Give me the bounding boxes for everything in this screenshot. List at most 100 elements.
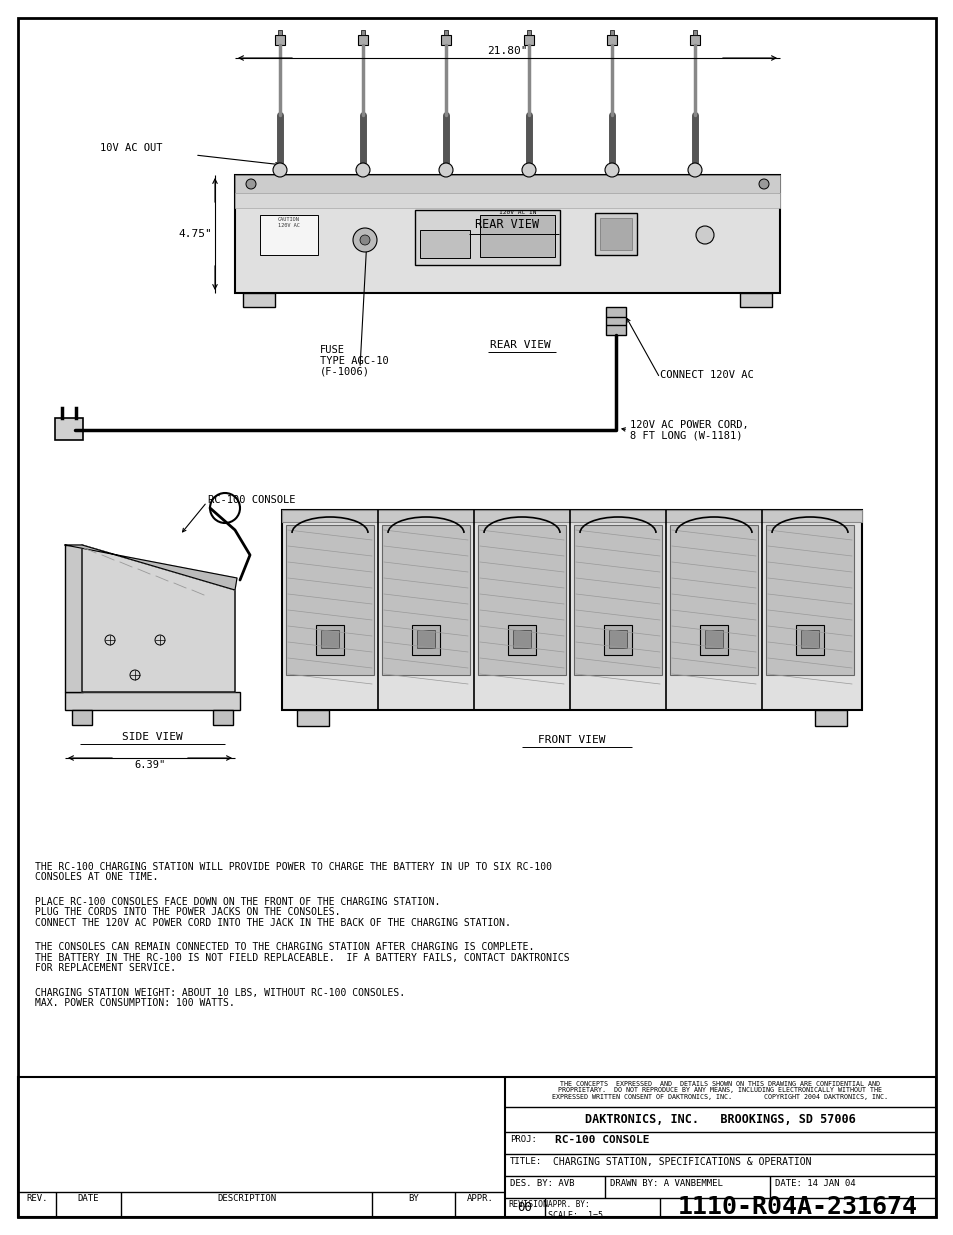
Bar [315,625,344,655]
Bar [65,545,83,692]
Text: CONSOLES AT ONE TIME.: CONSOLES AT ONE TIME. [35,872,158,883]
Bar [320,630,338,648]
Circle shape [759,179,768,189]
Bar [606,35,617,44]
Text: RC-100 CONSOLE: RC-100 CONSOLE [208,495,295,505]
Bar [412,625,439,655]
Bar [296,710,329,726]
Text: CONNECT THE 120V AC POWER CORD INTO THE JACK IN THE BACK OF THE CHARGING STATION: CONNECT THE 120V AC POWER CORD INTO THE … [35,918,511,927]
Bar [479,215,555,257]
Bar [765,525,853,676]
Text: PLUG THE CORDS INTO THE POWER JACKS ON THE CONSOLES.: PLUG THE CORDS INTO THE POWER JACKS ON T… [35,908,340,918]
Bar [603,625,631,655]
Bar [689,35,700,44]
Bar [260,215,317,254]
Bar [599,219,631,249]
Text: 8 FT LONG (W-1181): 8 FT LONG (W-1181) [629,431,741,441]
Bar [415,210,559,266]
Text: SIDE VIEW: SIDE VIEW [121,732,182,742]
Text: 10V AC OUT: 10V AC OUT [100,143,162,153]
Bar [801,630,818,648]
Circle shape [246,179,255,189]
Bar [740,293,771,308]
Bar [274,35,285,44]
Text: MAX. POWER CONSUMPTION: 100 WATTS.: MAX. POWER CONSUMPTION: 100 WATTS. [35,999,234,1009]
Text: (F-1006): (F-1006) [319,367,370,377]
Text: SCALE:  1=5: SCALE: 1=5 [547,1212,602,1220]
Bar [795,625,823,655]
Text: CHARGING STATION, SPECIFICATIONS & OPERATION: CHARGING STATION, SPECIFICATIONS & OPERA… [553,1157,811,1167]
Bar [71,710,91,725]
Text: DATE: 14 JAN 04: DATE: 14 JAN 04 [774,1179,855,1188]
Text: PROPRIETARY.  DO NOT REPRODUCE BY ANY MEANS, INCLUDING ELECTRONICALLY WITHOUT TH: PROPRIETARY. DO NOT REPRODUCE BY ANY MEA… [558,1088,882,1093]
Text: DRAWN BY: A VANBEMMEL: DRAWN BY: A VANBEMMEL [609,1179,722,1188]
Bar [234,175,780,293]
Bar [360,30,365,35]
Text: PLACE RC-100 CONSOLES FACE DOWN ON THE FRONT OF THE CHARGING STATION.: PLACE RC-100 CONSOLES FACE DOWN ON THE F… [35,897,440,906]
Bar [282,510,862,522]
Bar [700,625,727,655]
Text: RC-100 CONSOLE: RC-100 CONSOLE [555,1135,649,1145]
Text: 1110-R04A-231674: 1110-R04A-231674 [678,1195,917,1219]
Bar [526,30,531,35]
Text: APPR.: APPR. [466,1194,493,1203]
Bar [282,510,862,710]
Text: DES. BY: AVB: DES. BY: AVB [510,1179,574,1188]
Bar [608,630,626,648]
Bar [814,710,846,726]
Text: FUSE: FUSE [319,345,345,354]
Bar [704,630,722,648]
Bar [443,30,448,35]
Bar [692,30,697,35]
Bar [277,30,282,35]
Text: CAUTION
120V AC: CAUTION 120V AC [277,217,299,227]
Bar [357,35,368,44]
Text: 00: 00 [517,1200,532,1214]
Text: CHARGING STATION WEIGHT: ABOUT 10 LBS, WITHOUT RC-100 CONSOLES.: CHARGING STATION WEIGHT: ABOUT 10 LBS, W… [35,988,405,998]
Bar [523,35,534,44]
Polygon shape [82,545,234,692]
Text: DESCRIPTION: DESCRIPTION [216,1194,275,1203]
Bar [213,710,233,725]
Text: 4.75": 4.75" [178,228,212,240]
Bar [18,1077,935,1216]
Text: 120V AC POWER CORD,: 120V AC POWER CORD, [629,420,748,430]
Text: THE RC-100 CHARGING STATION WILL PROVIDE POWER TO CHARGE THE BATTERY IN UP TO SI: THE RC-100 CHARGING STATION WILL PROVIDE… [35,862,552,872]
Bar [513,630,531,648]
Text: BY: BY [408,1194,418,1203]
Circle shape [359,235,370,245]
Bar [65,692,240,710]
Text: REAR VIEW: REAR VIEW [475,217,538,231]
Text: DATE: DATE [77,1194,99,1203]
Bar [605,308,625,335]
Circle shape [438,163,453,177]
Text: PROJ:: PROJ: [510,1135,537,1144]
Text: THE CONSOLES CAN REMAIN CONNECTED TO THE CHARGING STATION AFTER CHARGING IS COMP: THE CONSOLES CAN REMAIN CONNECTED TO THE… [35,942,534,952]
Circle shape [273,163,287,177]
Text: FRONT VIEW: FRONT VIEW [537,735,605,745]
Text: REAR VIEW: REAR VIEW [490,340,550,350]
Text: TYPE AGC-10: TYPE AGC-10 [319,356,388,366]
Bar [669,525,758,676]
Text: THE CONCEPTS  EXPRESSED  AND  DETAILS SHOWN ON THIS DRAWING ARE CONFIDENTIAL AND: THE CONCEPTS EXPRESSED AND DETAILS SHOWN… [560,1081,880,1087]
Text: APPR. BY:: APPR. BY: [547,1200,589,1209]
Bar [234,193,780,207]
Bar [440,35,451,44]
Bar [609,30,614,35]
Bar [286,525,374,676]
Bar [507,625,536,655]
Bar [477,525,565,676]
Circle shape [696,226,713,245]
Polygon shape [65,545,236,590]
Bar [574,525,661,676]
Text: TITLE:: TITLE: [510,1157,541,1166]
Bar [419,230,470,258]
Bar [55,417,83,440]
Bar [234,175,780,193]
Text: 21.80": 21.80" [487,46,527,56]
Text: CONNECT 120V AC: CONNECT 120V AC [659,370,753,380]
Text: THE BATTERY IN THE RC-100 IS NOT FIELD REPLACEABLE.  IF A BATTERY FAILS, CONTACT: THE BATTERY IN THE RC-100 IS NOT FIELD R… [35,953,569,963]
Text: EXPRESSED WRITTEN CONSENT OF DAKTRONICS, INC.        COPYRIGHT 2004 DAKTRONICS, : EXPRESSED WRITTEN CONSENT OF DAKTRONICS,… [552,1094,887,1100]
Bar [381,525,470,676]
Circle shape [687,163,701,177]
